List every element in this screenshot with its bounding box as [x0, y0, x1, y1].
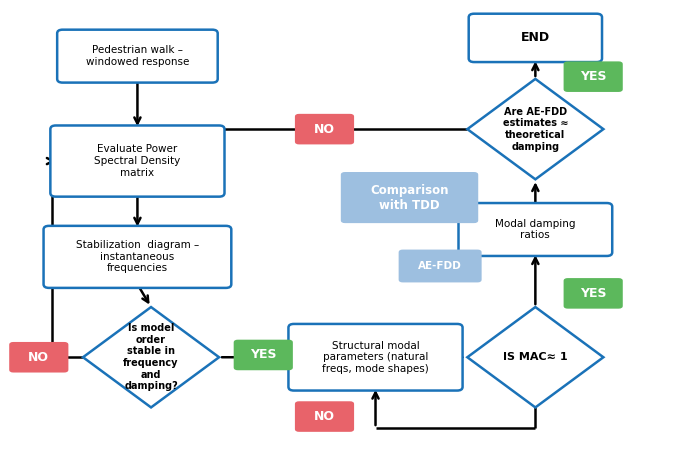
Text: Modal damping
ratios: Modal damping ratios — [495, 218, 576, 241]
Polygon shape — [467, 79, 603, 179]
Text: AE-FDD: AE-FDD — [418, 261, 462, 271]
FancyBboxPatch shape — [458, 203, 612, 256]
FancyBboxPatch shape — [563, 278, 623, 308]
FancyBboxPatch shape — [234, 340, 293, 370]
FancyBboxPatch shape — [288, 324, 462, 391]
Text: YES: YES — [580, 70, 607, 83]
Text: Are AE-FDD
estimates ≈
theoretical
damping: Are AE-FDD estimates ≈ theoretical dampi… — [503, 107, 568, 151]
FancyBboxPatch shape — [295, 401, 354, 432]
FancyBboxPatch shape — [341, 172, 478, 223]
Text: YES: YES — [580, 287, 607, 300]
Polygon shape — [467, 307, 603, 408]
Text: Stabilization  diagram –
instantaneous
frequencies: Stabilization diagram – instantaneous fr… — [76, 240, 199, 274]
FancyBboxPatch shape — [57, 30, 218, 83]
FancyBboxPatch shape — [295, 114, 354, 145]
Text: YES: YES — [250, 348, 277, 361]
Text: Is model
order
stable in
frequency
and
damping?: Is model order stable in frequency and d… — [124, 323, 179, 391]
FancyBboxPatch shape — [563, 62, 623, 92]
Text: Pedestrian walk –
windowed response: Pedestrian walk – windowed response — [86, 45, 189, 67]
Text: NO: NO — [314, 123, 335, 135]
Text: Structural modal
parameters (natural
freqs, mode shapes): Structural modal parameters (natural fre… — [322, 341, 429, 374]
Text: END: END — [521, 31, 550, 45]
FancyBboxPatch shape — [399, 250, 482, 282]
Polygon shape — [83, 307, 219, 408]
FancyBboxPatch shape — [51, 125, 225, 196]
FancyBboxPatch shape — [469, 14, 602, 62]
Text: IS MAC≈ 1: IS MAC≈ 1 — [503, 352, 568, 362]
Text: Comparison
with TDD: Comparison with TDD — [370, 184, 449, 212]
FancyBboxPatch shape — [9, 342, 68, 373]
Text: NO: NO — [28, 351, 49, 364]
Text: Evaluate Power
Spectral Density
matrix: Evaluate Power Spectral Density matrix — [94, 145, 180, 178]
FancyBboxPatch shape — [44, 226, 232, 288]
Text: NO: NO — [314, 410, 335, 423]
